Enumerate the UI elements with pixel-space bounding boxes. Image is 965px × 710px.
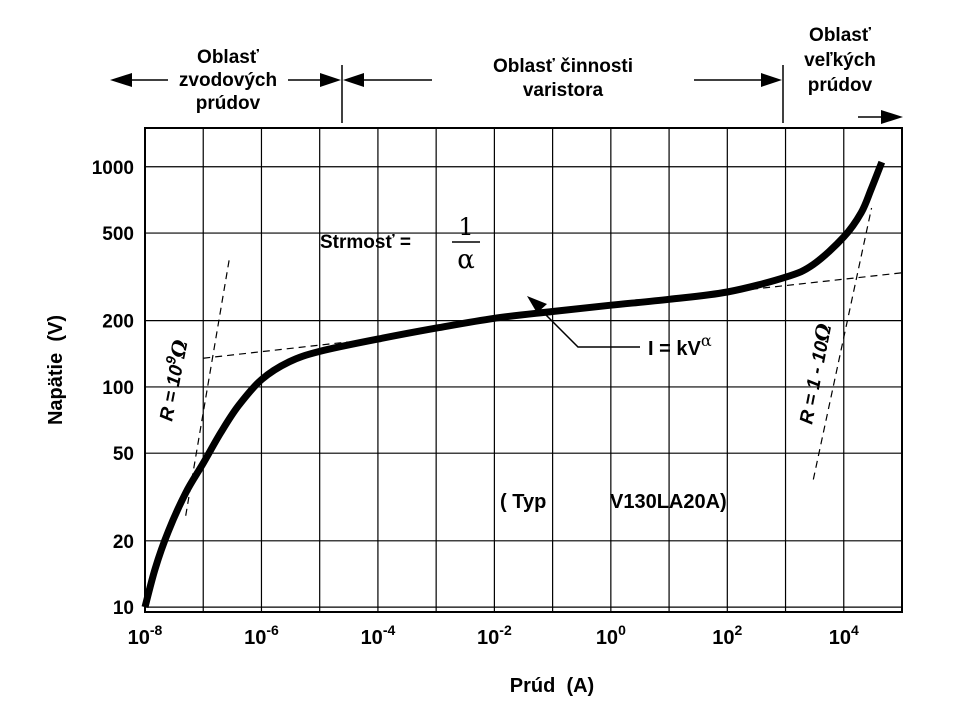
left-resistance-exp: 9	[162, 355, 179, 366]
formula-main: I = kV	[648, 338, 701, 360]
left-resistance-text: R = 10	[156, 363, 187, 423]
arrow-head-operation-right	[761, 73, 782, 87]
guide-line	[203, 341, 348, 359]
region-operation-line-2: varistora	[523, 80, 604, 101]
y-tick-label: 20	[113, 532, 134, 553]
right-resistance-text: R = 1 - 10	[796, 339, 833, 426]
plot-frame	[144, 127, 903, 613]
y-tick-label: 500	[102, 224, 134, 245]
region-operation-line-1: Oblasť činnosti	[493, 56, 633, 77]
x-tick-labels: 10-8 10-6 10-4 10-2 100 102 104	[128, 622, 859, 649]
guide-line	[812, 207, 873, 480]
y-tick-label: 50	[113, 444, 134, 465]
grid	[144, 128, 903, 612]
formula-leader	[527, 296, 640, 348]
x-tick-label: 10-6	[244, 622, 279, 649]
arrow-head-leakage-left	[110, 73, 132, 87]
right-resistance-unit: Ω	[809, 321, 836, 344]
y-axis-title: Napätie (V)	[45, 315, 67, 425]
y-tick-label: 100	[102, 378, 134, 399]
x-tick-label: 10-4	[361, 622, 396, 649]
formula-exponent: α	[701, 331, 712, 350]
left-resistance-unit: Ω	[165, 338, 192, 361]
region-high-line-3: prúdov	[808, 75, 873, 96]
y-tick-label: 200	[102, 312, 134, 333]
region-leakage: Oblasť zvodových prúdov	[179, 47, 277, 114]
region-high-current: Oblasť veľkých prúdov	[804, 25, 876, 96]
y-tick-labels: 1000 500 200 100 50 20 10	[92, 158, 134, 619]
region-high-line-2: veľkých	[804, 50, 876, 71]
region-leakage-line-1: Oblasť	[197, 47, 260, 68]
arrow-head-operation-left	[343, 73, 364, 87]
x-tick-label: 100	[596, 622, 626, 649]
x-tick-label: 10-8	[128, 622, 163, 649]
type-model: V130LA20A)	[610, 491, 727, 513]
slope-denominator: α	[457, 245, 475, 275]
region-high-line-1: Oblasť	[809, 25, 872, 46]
formula-text: I = kVα	[648, 331, 712, 360]
y-tick-label: 10	[113, 598, 134, 619]
y-tick-label: 1000	[92, 158, 134, 179]
region-operation: Oblasť činnosti varistora	[493, 56, 633, 101]
vi-curve	[141, 160, 886, 608]
series-layer	[141, 160, 886, 608]
slope-numerator: 1	[458, 213, 473, 241]
slope-label: Strmosť =	[320, 232, 411, 253]
type-prefix: ( Typ	[500, 491, 546, 513]
region-leakage-line-3: prúdov	[196, 93, 261, 114]
x-axis-title: Prúd (A)	[510, 675, 594, 697]
left-resistance-label: R = 109Ω	[151, 337, 192, 423]
x-tick-label: 104	[829, 622, 859, 649]
right-resistance-label: R = 1 - 10Ω	[793, 321, 836, 426]
x-tick-label: 10-2	[477, 622, 512, 649]
arrow-head-leakage-right	[320, 73, 341, 87]
guide-line	[185, 259, 230, 516]
region-arrows	[110, 65, 903, 124]
region-leakage-line-2: zvodových	[179, 70, 277, 91]
x-tick-label: 102	[712, 622, 742, 649]
arrow-head-high-current	[881, 110, 903, 124]
